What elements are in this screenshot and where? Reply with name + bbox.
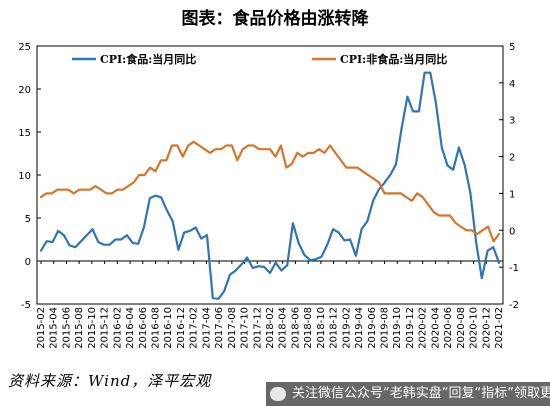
legend-label: CPI:非食品:当月同比 [340, 52, 447, 66]
left-tick-label: 15 [18, 128, 31, 139]
x-tick-label: 2018-04 [278, 307, 289, 349]
right-tick-label: -2 [509, 300, 519, 311]
x-tick-label: 2017-08 [227, 307, 238, 349]
right-tick-label: -1 [509, 263, 519, 274]
x-tick-label: 2016-04 [125, 307, 136, 349]
x-tick-label: 2020-08 [456, 307, 467, 349]
x-tick-label: 2020-10 [469, 307, 480, 349]
x-tick-label: 2015-02 [36, 307, 47, 349]
watermark-banner: 关注微信公众号“老韩实盘”回复“指标”领取更多攻略 [266, 382, 550, 406]
x-tick-label: 2019-06 [367, 307, 378, 349]
x-tick-label: 2017-10 [240, 307, 251, 349]
series-layer [39, 71, 501, 300]
x-tick-label: 2019-10 [392, 307, 403, 349]
x-tick-label: 2020-04 [430, 307, 441, 349]
right-tick-label: 4 [509, 79, 515, 90]
x-tick-label: 2017-06 [214, 307, 225, 349]
x-tick-label: 2015-06 [61, 307, 72, 349]
legend: CPI:食品:当月同比 CPI:非食品:当月同比 [72, 52, 447, 66]
x-tick-label: 2019-04 [354, 307, 365, 349]
right-tick-label: 0 [509, 226, 515, 237]
x-tick-label: 2018-10 [316, 307, 327, 349]
x-tick-label: 2019-02 [341, 307, 352, 349]
left-tick-label: 5 [25, 214, 31, 225]
x-tick-label: 2018-02 [265, 307, 276, 349]
right-tick-label: 3 [509, 116, 515, 127]
source-note: 资料来源：Wind，泽平宏观 [8, 372, 212, 390]
wechat-icon [270, 386, 286, 401]
x-tick-label: 2019-08 [380, 307, 391, 349]
x-tick-label: 2016-06 [138, 307, 149, 349]
right-tick-label: 2 [509, 153, 515, 164]
x-tick-label: 2017-12 [252, 307, 263, 349]
legend-label: CPI:食品:当月同比 [100, 52, 196, 66]
x-tick-label: 2017-02 [189, 307, 200, 349]
x-axis: 2015-02 2015-04 2015-06 2015-08 2015-10 2015-… [36, 260, 505, 349]
x-tick-label: 2017-04 [201, 307, 212, 349]
x-tick-label: 2015-08 [74, 307, 85, 349]
x-tick-label: 2015-10 [87, 307, 98, 349]
x-tick-label: 2020-06 [443, 307, 454, 349]
x-tick-label: 2016-02 [112, 307, 123, 349]
left-tick-label: -5 [21, 300, 31, 311]
right-tick-label: 5 [509, 42, 515, 53]
series-line-food [39, 71, 501, 300]
x-tick-label: 2016-12 [176, 307, 187, 349]
x-tick-label: 2021-02 [494, 307, 505, 349]
watermark-text: 关注微信公众号“老韩实盘”回复“指标”领取更多攻略 [292, 386, 550, 401]
left-tick-label: 25 [18, 42, 31, 53]
x-tick-label: 2018-12 [329, 307, 340, 349]
x-tick-label: 2015-12 [100, 307, 111, 349]
x-tick-label: 2018-06 [290, 307, 301, 349]
x-tick-label: 2018-08 [303, 307, 314, 349]
left-tick-label: 20 [18, 85, 31, 96]
x-tick-label: 2020-02 [418, 307, 429, 349]
left-axis: -5 0 5 10 15 20 25 [18, 42, 41, 311]
x-tick-label: 2015-04 [49, 307, 60, 349]
left-tick-label: 10 [18, 171, 31, 182]
left-tick-label: 0 [25, 257, 31, 268]
x-tick-label: 2019-12 [405, 307, 416, 349]
x-tick-label: 2016-10 [163, 307, 174, 349]
chart-title: 图表：食品价格由涨转降 [181, 9, 369, 29]
right-axis: -2 -1 0 1 2 3 4 5 [499, 42, 519, 311]
x-tick-label: 2016-08 [151, 307, 162, 349]
x-tick-label: 2020-12 [481, 307, 492, 349]
series-line-nonfood [39, 140, 501, 243]
right-tick-label: 1 [509, 189, 515, 200]
